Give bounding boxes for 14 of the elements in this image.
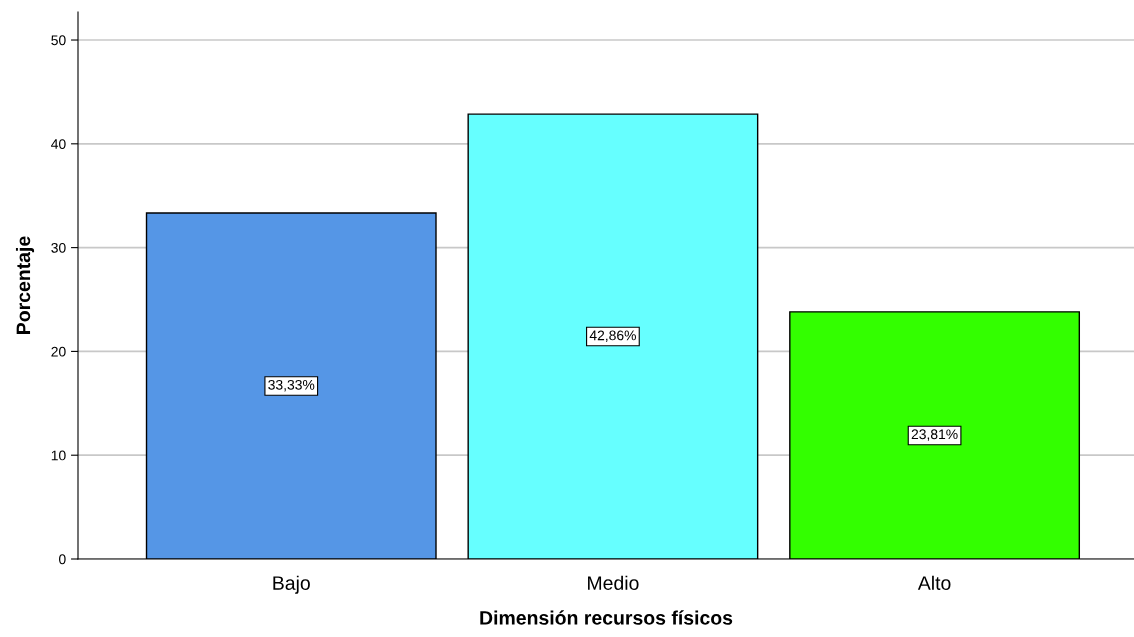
data-label: 42,86%: [589, 330, 636, 342]
y-tick-label: 20: [51, 346, 66, 357]
y-tick-label: 0: [59, 554, 66, 565]
x-axis-title: Dimensión recursos físicos: [480, 610, 733, 625]
data-label: 23,81%: [911, 429, 958, 441]
data-label: 33,33%: [268, 379, 315, 392]
y-tick-label: 30: [51, 242, 66, 253]
x-tick-label: Medio: [588, 575, 639, 590]
y-tick-label: 10: [51, 450, 66, 461]
y-axis-title: Porcentaje: [15, 236, 35, 334]
y-tick-label: 50: [51, 35, 66, 46]
x-tick-label: Alto: [917, 575, 951, 590]
x-tick-label: Bajo: [273, 575, 310, 594]
y-tick-label: 40: [51, 139, 66, 149]
